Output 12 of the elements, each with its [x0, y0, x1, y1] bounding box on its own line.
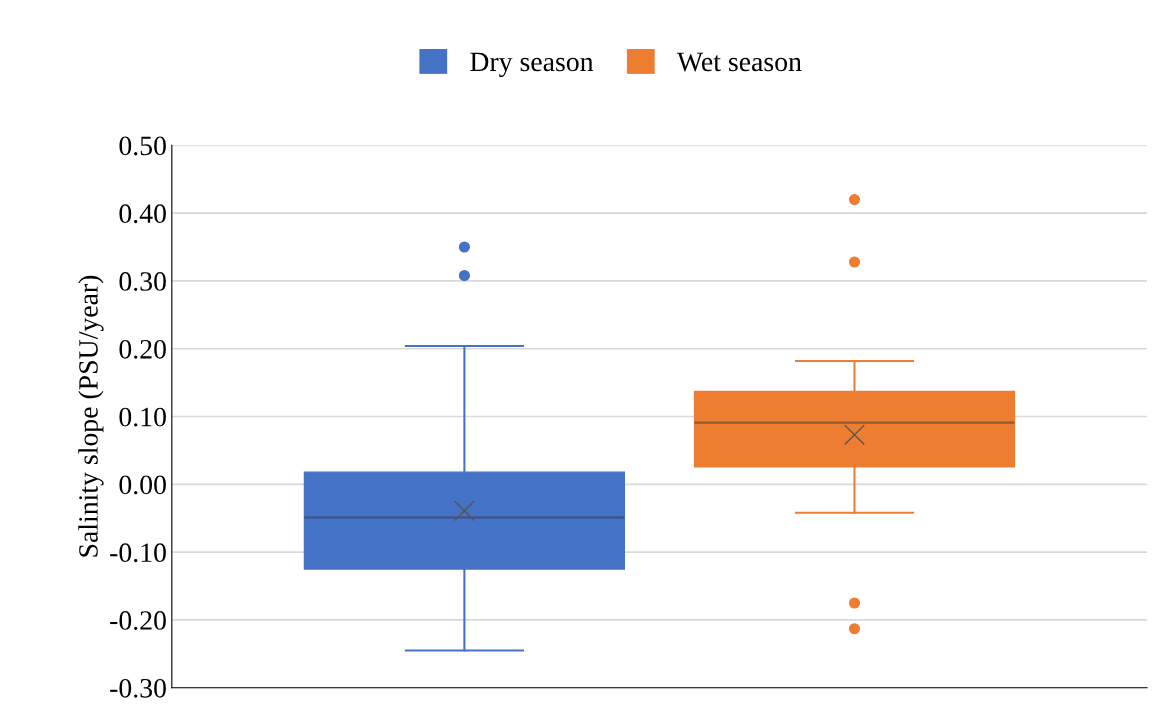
y-tick-label: -0.20 [110, 611, 166, 630]
y-tick-label: 0.20 [119, 339, 166, 359]
legend-label: Wet season [676, 52, 802, 72]
y-tick-label: 0.00 [119, 475, 166, 495]
y-tick-label: -0.30 [110, 678, 166, 698]
y-tick-label: 0.50 [119, 136, 166, 156]
y-tick-label: 0.10 [119, 407, 166, 427]
y-tick-label: 0.30 [119, 272, 166, 291]
y-tick-label: 0.40 [119, 204, 166, 224]
y-tick-label: -0.10 [110, 543, 166, 563]
y-axis-title: Salinity slope (PSU/year) [78, 275, 104, 557]
legend-label: Dry season [470, 52, 594, 77]
